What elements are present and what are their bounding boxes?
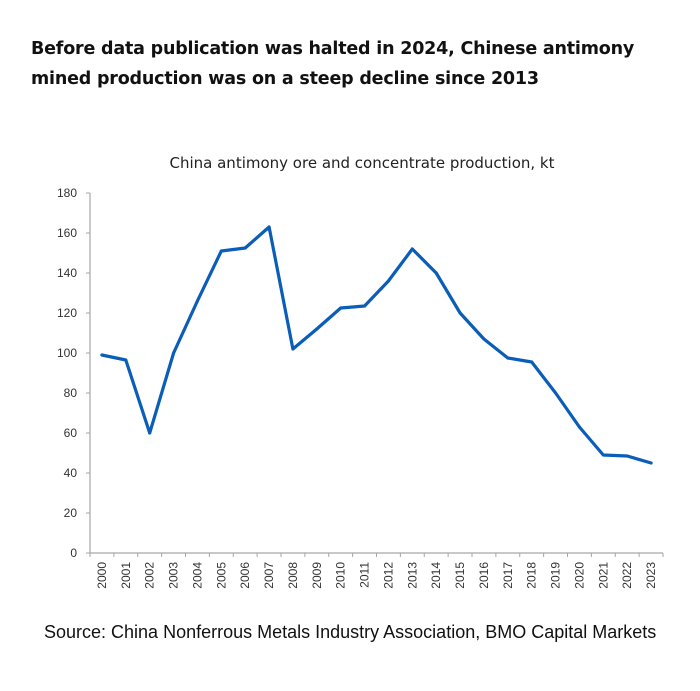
data-point	[530, 360, 534, 364]
x-tick-label: 2008	[286, 562, 300, 589]
data-point	[100, 353, 104, 357]
y-tick-label: 60	[64, 426, 78, 440]
axes	[89, 193, 663, 554]
data-point	[148, 431, 152, 435]
y-axis-ticks: 0 20 40 60 80 100 120 140 160 180	[57, 186, 90, 560]
x-tick-label: 2021	[596, 562, 610, 589]
y-tick-label: 140	[57, 266, 77, 280]
y-tick-label: 80	[64, 386, 78, 400]
data-point	[172, 351, 176, 355]
source-note: Source: China Nonferrous Metals Industry…	[44, 622, 657, 642]
x-tick-label: 2009	[310, 562, 324, 589]
x-tick-label: 2017	[501, 562, 515, 589]
data-point	[315, 327, 319, 331]
y-tick-label: 180	[57, 186, 77, 200]
x-tick-label: 2019	[549, 562, 563, 589]
x-tick-label: 2011	[358, 562, 372, 588]
data-point	[482, 337, 486, 341]
data-point	[601, 453, 605, 457]
data-point	[363, 304, 367, 308]
x-tick-label: 2018	[525, 562, 539, 589]
data-point	[649, 461, 653, 465]
x-tick-label: 2004	[190, 562, 204, 589]
y-tick-label: 100	[57, 346, 77, 360]
x-tick-label: 2010	[334, 562, 348, 589]
x-axis-ticks: 2000 2001 2002 2003 2004 2005 2006 2007 2008 2009…	[89, 553, 664, 589]
y-tick-label: 0	[70, 546, 77, 560]
x-tick-label: 2006	[238, 562, 252, 589]
x-tick-label: 2000	[95, 562, 109, 589]
data-point	[219, 249, 223, 253]
series-line	[100, 225, 653, 465]
x-tick-label: 2012	[381, 562, 395, 589]
x-tick-label: 2013	[405, 562, 419, 589]
data-point	[625, 454, 629, 458]
y-tick-label: 20	[64, 506, 78, 520]
data-point	[506, 356, 510, 360]
x-tick-label: 2007	[262, 562, 276, 589]
data-point	[410, 247, 414, 251]
x-tick-label: 2002	[143, 562, 157, 589]
x-tick-label: 2016	[477, 562, 491, 589]
data-point	[267, 225, 271, 229]
data-point	[434, 271, 438, 275]
x-tick-label: 2015	[453, 562, 467, 589]
x-tick-label: 2001	[119, 562, 133, 589]
data-point	[458, 311, 462, 315]
x-tick-label: 2005	[214, 562, 228, 589]
x-tick-label: 2014	[429, 562, 443, 589]
chart-title: China antimony ore and concentrate produ…	[170, 154, 555, 172]
data-point	[124, 358, 128, 362]
data-point	[291, 347, 295, 351]
data-point	[195, 299, 199, 303]
data-point	[339, 306, 343, 310]
series-group	[100, 225, 653, 465]
y-tick-label: 120	[57, 306, 77, 320]
data-point	[554, 391, 558, 395]
y-tick-label: 40	[64, 466, 78, 480]
y-tick-label: 160	[57, 226, 77, 240]
data-point	[577, 425, 581, 429]
x-tick-label: 2020	[572, 562, 586, 589]
data-point	[243, 246, 247, 250]
x-tick-label: 2023	[644, 562, 658, 589]
data-point	[386, 279, 390, 283]
x-tick-label: 2022	[620, 562, 634, 589]
x-tick-label: 2003	[167, 562, 181, 589]
headline: Before data publication was halted in 20…	[31, 39, 635, 89]
